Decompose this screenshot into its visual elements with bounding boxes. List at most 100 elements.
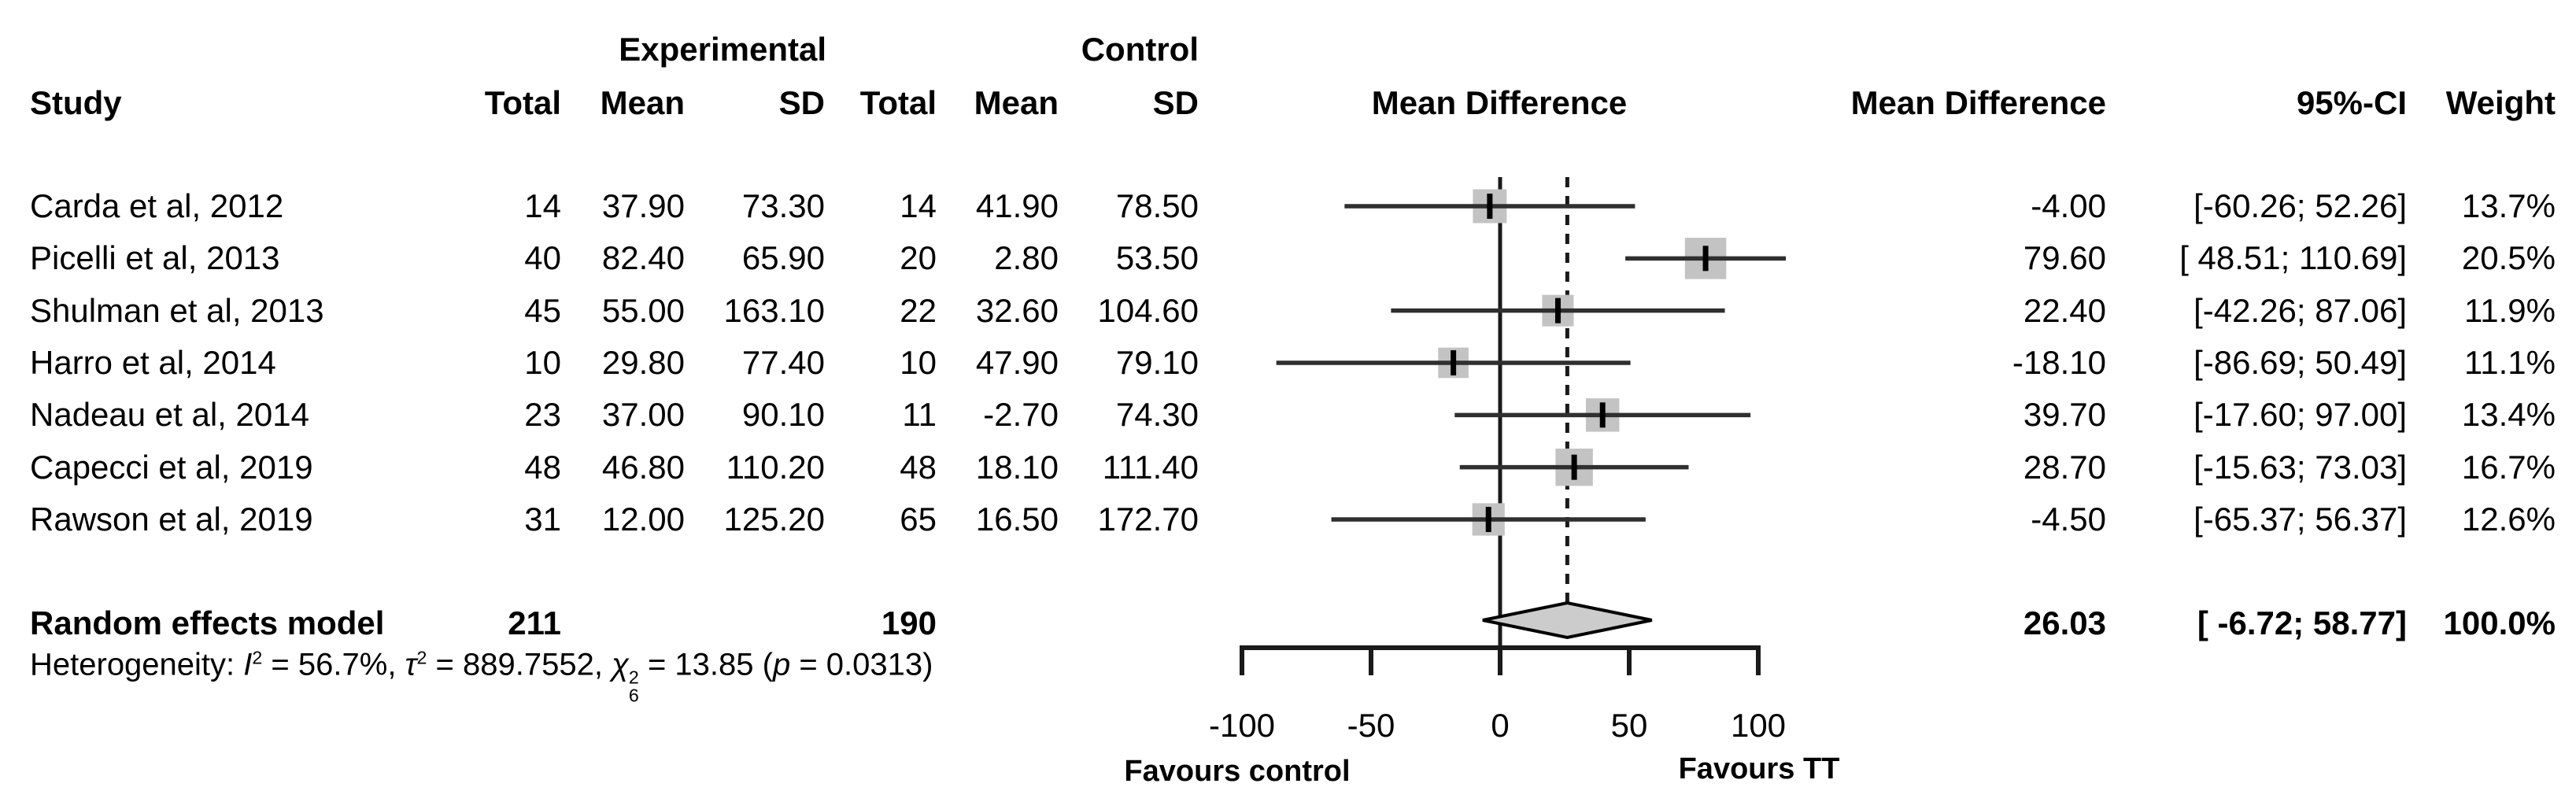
- weight-value: 16.7%: [2461, 448, 2556, 486]
- exp-mean-value: 82.40: [601, 239, 685, 277]
- axis-tick-label: -50: [1347, 707, 1395, 744]
- ctrl-sd-value: 172.70: [1097, 500, 1199, 538]
- ctrl-total-value: 65: [900, 500, 937, 538]
- summary-exp-total: 211: [508, 604, 561, 641]
- study-name: Nadeau et al, 2014: [30, 396, 309, 434]
- ctrl-mean-value: 18.10: [975, 448, 1059, 486]
- md-value: -4.00: [2031, 187, 2106, 224]
- col-header-ctrl-total: Total: [859, 84, 937, 121]
- exp-total-value: 14: [524, 187, 561, 224]
- ctrl-total-value: 22: [900, 291, 937, 329]
- ctrl-sd-value: 104.60: [1097, 291, 1199, 329]
- exp-sd-value: 90.10: [741, 396, 825, 434]
- study-name: Picelli et al, 2013: [30, 239, 280, 277]
- weight-value: 20.5%: [2461, 239, 2556, 277]
- summary-label: Random effects model: [30, 604, 385, 641]
- ctrl-total-value: 14: [900, 187, 937, 224]
- exp-sd-value: 77.40: [741, 343, 825, 381]
- het-chi-symbol: χ: [612, 647, 629, 682]
- ci-value: [-15.63; 73.03]: [2193, 448, 2407, 486]
- het-p-symbol: p: [772, 647, 791, 682]
- het-p-value: = 0.0313): [790, 647, 933, 682]
- exp-sd-value: 125.20: [723, 500, 825, 538]
- exp-total-value: 10: [524, 343, 561, 381]
- ctrl-sd-value: 74.30: [1115, 396, 1199, 434]
- het-i-symbol: I: [243, 647, 253, 682]
- exp-sd-value: 110.20: [726, 448, 825, 486]
- ci-value: [-17.60; 97.00]: [2193, 396, 2407, 434]
- ctrl-mean-value: 32.60: [975, 291, 1059, 329]
- ci-value: [-86.69; 50.49]: [2193, 343, 2407, 381]
- weight-value: 13.7%: [2461, 187, 2556, 224]
- study-name: Rawson et al, 2019: [30, 500, 313, 538]
- ctrl-total-value: 48: [900, 448, 937, 486]
- col-header-ci: 95%-CI: [2296, 84, 2407, 121]
- summary-ci-value: [ -6.72; 58.77]: [2197, 604, 2407, 641]
- point-estimate-marker: [1485, 506, 1491, 532]
- axis-tick-label: 100: [1730, 707, 1787, 744]
- exp-total-value: 48: [524, 448, 561, 486]
- het-chi-value: = 13.85 (: [638, 647, 773, 682]
- point-estimate-marker: [1451, 349, 1457, 375]
- col-header-exp-total: Total: [484, 84, 561, 121]
- weight-value: 11.9%: [2464, 291, 2556, 329]
- ctrl-mean-value: -2.70: [983, 396, 1059, 434]
- summary-weight: 100.0%: [2443, 604, 2556, 641]
- axis-tick-label: 0: [1491, 707, 1510, 744]
- col-header-ctrl-sd: SD: [1152, 84, 1199, 121]
- ci-value: [ 48.51; 110.69]: [2179, 239, 2407, 277]
- exp-total-value: 31: [524, 500, 561, 538]
- col-header-md-plot: Mean Difference: [1371, 84, 1628, 121]
- point-estimate-marker: [1571, 454, 1577, 480]
- col-header-study: Study: [30, 84, 122, 121]
- point-estimate-marker: [1599, 402, 1606, 428]
- het-chi-exponent: 2: [628, 667, 639, 688]
- ctrl-total-value: 10: [900, 343, 937, 381]
- ctrl-mean-value: 16.50: [975, 500, 1059, 538]
- exp-mean-value: 55.00: [601, 291, 685, 329]
- exp-total-value: 45: [524, 291, 561, 329]
- md-value: 22.40: [2023, 291, 2106, 329]
- col-header-exp-mean: Mean: [600, 84, 685, 121]
- md-value: 79.60: [2023, 239, 2106, 277]
- het-i-exponent: 2: [252, 647, 263, 668]
- ctrl-mean-value: 41.90: [975, 187, 1059, 224]
- md-value: 39.70: [2023, 396, 2106, 434]
- het-tau-exponent: 2: [416, 647, 427, 668]
- md-value: -4.50: [2031, 500, 2106, 538]
- het-tau-symbol: τ: [405, 647, 417, 682]
- md-value: -18.10: [2012, 343, 2106, 381]
- ctrl-sd-value: 53.50: [1115, 239, 1199, 277]
- ctrl-total-value: 11: [902, 396, 937, 434]
- col-header-exp-sd: SD: [778, 84, 825, 121]
- ci-value: [-60.26; 52.26]: [2193, 187, 2407, 224]
- exp-sd-value: 163.10: [723, 291, 825, 329]
- study-name: Capecci et al, 2019: [30, 448, 313, 486]
- md-value: 28.70: [2023, 448, 2106, 486]
- favours-tt-label: Favours TT: [1678, 752, 1840, 785]
- exp-mean-value: 12.00: [601, 500, 685, 538]
- weight-value: 11.1%: [2464, 343, 2556, 381]
- summary-md-value: 26.03: [2023, 604, 2106, 641]
- het-chi-df: 6: [628, 685, 639, 706]
- ctrl-sd-value: 111.40: [1102, 448, 1199, 486]
- ctrl-mean-value: 2.80: [994, 239, 1059, 277]
- exp-mean-value: 37.90: [601, 187, 685, 224]
- exp-mean-value: 29.80: [601, 343, 685, 381]
- ctrl-total-value: 20: [900, 239, 937, 277]
- summary-ctrl-total: 190: [881, 604, 937, 641]
- heterogeneity-note: Heterogeneity: I2 = 56.7%, τ2 = 889.7552…: [30, 649, 933, 704]
- point-estimate-marker: [1554, 298, 1561, 323]
- exp-sd-value: 73.30: [741, 187, 825, 224]
- exp-mean-value: 37.00: [601, 396, 685, 434]
- het-prefix: Heterogeneity:: [30, 647, 244, 682]
- study-name: Harro et al, 2014: [30, 343, 276, 381]
- point-estimate-marker: [1487, 194, 1493, 219]
- weight-value: 13.4%: [2461, 396, 2556, 434]
- ci-value: [-65.37; 56.37]: [2193, 500, 2407, 538]
- col-header-weight: Weight: [2445, 84, 2556, 121]
- ci-value: [-42.26; 87.06]: [2193, 291, 2407, 329]
